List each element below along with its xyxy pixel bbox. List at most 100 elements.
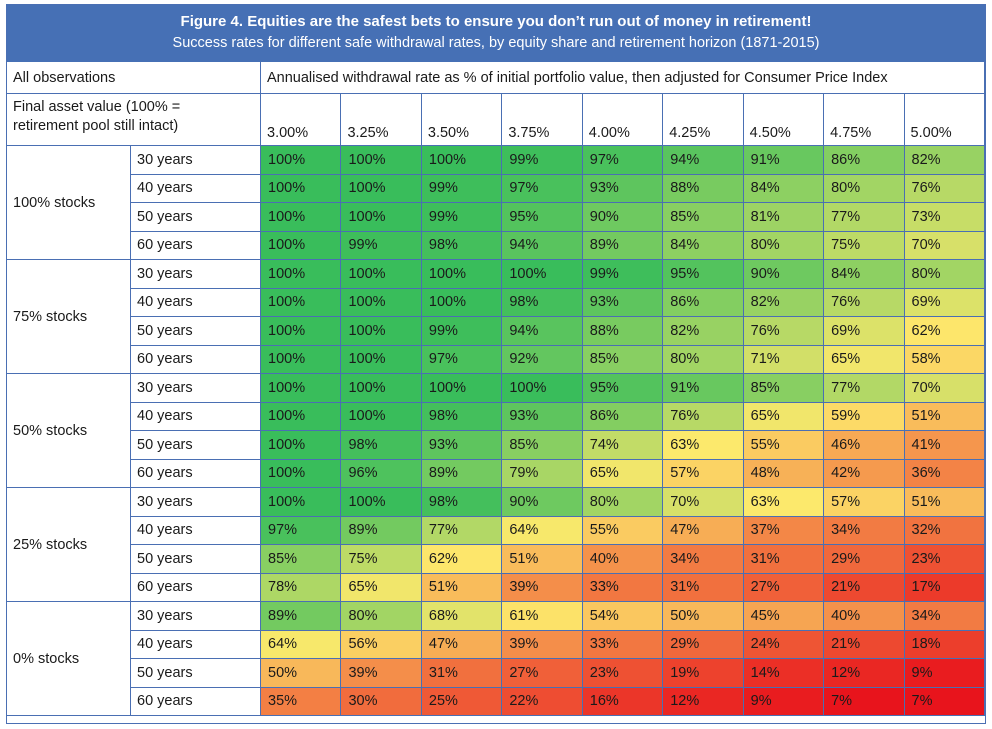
heatmap-cell: 98%	[502, 288, 583, 317]
heatmap-cell: 51%	[421, 573, 503, 602]
heatmap-cell: 59%	[824, 402, 905, 431]
heatmap-cell: 34%	[824, 516, 905, 545]
horizon-label: 30 years	[131, 374, 261, 403]
column-header: 4.75%	[824, 94, 905, 146]
heatmap-cell: 82%	[743, 288, 825, 317]
heatmap-cell: 63%	[743, 488, 825, 517]
heatmap-cell: 85%	[582, 345, 664, 374]
heatmap-cell: 93%	[421, 431, 503, 460]
heatmap-cell: 33%	[582, 630, 664, 659]
heatmap-cell: 27%	[502, 659, 583, 688]
column-header: 4.25%	[663, 94, 744, 146]
column-header: 4.50%	[743, 94, 825, 146]
heatmap-cell: 69%	[904, 288, 985, 317]
heatmap-cell: 9%	[743, 687, 825, 716]
heatmap-cell: 100%	[502, 374, 583, 403]
heatmap-cell: 100%	[341, 317, 422, 346]
heatmap-cell: 71%	[743, 345, 825, 374]
heatmap-cell: 90%	[502, 488, 583, 517]
heatmap-cell: 76%	[904, 174, 985, 203]
heatmap-cell: 34%	[663, 545, 744, 574]
final-asset-line-2: retirement pool still intact)	[13, 118, 179, 134]
heatmap-cell: 100%	[421, 146, 503, 175]
heatmap-cell: 99%	[341, 231, 422, 260]
heatmap-cell: 100%	[261, 231, 342, 260]
heatmap-cell: 84%	[663, 231, 744, 260]
heatmap-cell: 37%	[743, 516, 825, 545]
figure-title: Figure 4. Equities are the safest bets t…	[180, 13, 812, 30]
column-header: 4.00%	[582, 94, 664, 146]
horizon-label: 40 years	[131, 288, 261, 317]
heatmap-cell: 41%	[904, 431, 985, 460]
heatmap-cell: 95%	[582, 374, 664, 403]
heatmap-cell: 58%	[904, 345, 985, 374]
heatmap-cell: 57%	[824, 488, 905, 517]
heatmap-cell: 40%	[582, 545, 664, 574]
heatmap-cell: 47%	[421, 630, 503, 659]
heatmap-cell: 31%	[421, 659, 503, 688]
heatmap-cell: 46%	[824, 431, 905, 460]
horizon-label: 30 years	[131, 260, 261, 289]
horizon-label: 60 years	[131, 687, 261, 716]
heatmap-cell: 31%	[663, 573, 744, 602]
heatmap-cell: 97%	[502, 174, 583, 203]
heatmap-cell: 90%	[582, 203, 664, 232]
heatmap-cell: 80%	[743, 231, 825, 260]
heatmap-cell: 57%	[663, 459, 744, 488]
heatmap-cell: 70%	[904, 231, 985, 260]
heatmap-cell: 98%	[421, 488, 503, 517]
heatmap-cell: 100%	[341, 374, 422, 403]
heatmap-cell: 86%	[824, 146, 905, 175]
heatmap-cell: 61%	[502, 602, 583, 631]
heatmap-cell: 89%	[582, 231, 664, 260]
heatmap-cell: 21%	[824, 630, 905, 659]
heatmap-cell: 85%	[663, 203, 744, 232]
heatmap-cell: 100%	[261, 345, 342, 374]
heatmap-cell: 45%	[743, 602, 825, 631]
heatmap-cell: 69%	[824, 317, 905, 346]
heatmap-cell: 23%	[904, 545, 985, 574]
heatmap-cell: 65%	[743, 402, 825, 431]
horizon-label: 40 years	[131, 174, 261, 203]
heatmap-cell: 100%	[261, 146, 342, 175]
heatmap-cell: 100%	[261, 431, 342, 460]
figure-frame: Figure 4. Equities are the safest bets t…	[6, 4, 986, 724]
column-header: 5.00%	[904, 94, 985, 146]
heatmap-cell: 76%	[663, 402, 744, 431]
heatmap-cell: 98%	[421, 402, 503, 431]
heatmap-cell: 39%	[502, 573, 583, 602]
equity-group-label: 50% stocks	[7, 374, 131, 488]
horizon-label: 50 years	[131, 659, 261, 688]
heatmap-cell: 100%	[261, 174, 342, 203]
heatmap-cell: 97%	[261, 516, 342, 545]
heatmap-cell: 51%	[904, 402, 985, 431]
heatmap-cell: 18%	[904, 630, 985, 659]
heatmap-cell: 39%	[341, 659, 422, 688]
heatmap-cell: 79%	[502, 459, 583, 488]
heatmap-cell: 40%	[824, 602, 905, 631]
heatmap-cell: 77%	[824, 203, 905, 232]
heatmap-cell: 62%	[904, 317, 985, 346]
heatmap-cell: 89%	[341, 516, 422, 545]
heatmap-cell: 97%	[421, 345, 503, 374]
heatmap-cell: 77%	[421, 516, 503, 545]
heatmap-cell: 94%	[502, 231, 583, 260]
heatmap-cell: 80%	[663, 345, 744, 374]
final-asset-line-1: Final asset value (100% =	[13, 99, 181, 115]
heatmap-cell: 51%	[904, 488, 985, 517]
heatmap-cell: 25%	[421, 687, 503, 716]
heatmap-cell: 100%	[341, 345, 422, 374]
heatmap-cell: 100%	[261, 374, 342, 403]
heatmap-cell: 23%	[582, 659, 664, 688]
heatmap-cell: 29%	[824, 545, 905, 574]
heatmap-cell: 99%	[502, 146, 583, 175]
heatmap-cell: 7%	[824, 687, 905, 716]
heatmap-cell: 80%	[904, 260, 985, 289]
heatmap-cell: 100%	[261, 260, 342, 289]
heatmap-cell: 76%	[743, 317, 825, 346]
heatmap-cell: 64%	[502, 516, 583, 545]
heatmap-cell: 99%	[421, 317, 503, 346]
heatmap-cell: 29%	[663, 630, 744, 659]
heatmap-cell: 73%	[904, 203, 985, 232]
heatmap-cell: 55%	[582, 516, 664, 545]
